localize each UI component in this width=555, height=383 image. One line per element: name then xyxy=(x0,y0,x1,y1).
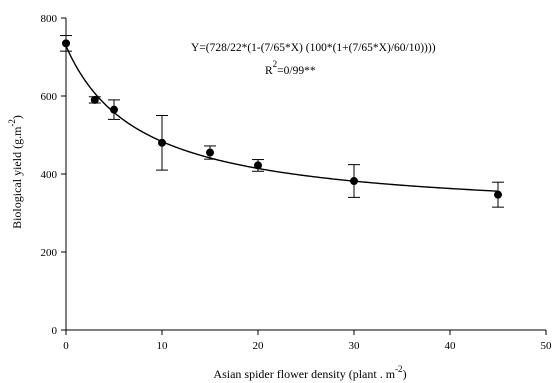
x-tick-label: 30 xyxy=(349,340,361,352)
y-tick-label: 600 xyxy=(41,91,58,103)
x-tick-label: 20 xyxy=(253,340,265,352)
x-tick-label: 40 xyxy=(445,340,457,352)
y-tick-label: 800 xyxy=(41,13,58,25)
y-axis-label-tail: ) xyxy=(10,115,24,119)
r-squared-symbol: R xyxy=(265,65,273,77)
x-tick-label: 50 xyxy=(541,340,553,352)
data-point xyxy=(62,39,70,48)
data-point xyxy=(494,190,502,199)
x-tick-label: 0 xyxy=(63,340,69,352)
data-point xyxy=(206,148,214,157)
data-point xyxy=(158,138,166,147)
data-point xyxy=(90,95,99,104)
y-axis-label-exponent: -2 xyxy=(7,119,17,127)
y-tick-label: 400 xyxy=(41,169,58,181)
x-axis-label-tail: ) xyxy=(403,367,407,381)
y-tick-label: 0 xyxy=(52,325,58,337)
y-tick-label: 200 xyxy=(41,247,58,259)
fit-curve xyxy=(65,45,499,192)
x-ticks: 0 10 20 30 40 50 xyxy=(63,330,552,352)
x-axis-label-text: Asian spider flower density (plant . m xyxy=(213,367,395,381)
equation-annotation: Y=(728/22*(1-(7/65*X) (100*(1+(7/65*X)/6… xyxy=(191,42,436,54)
x-tick-label: 10 xyxy=(157,340,169,352)
y-axis-label: Biological yield (g.m-2) xyxy=(7,115,24,229)
y-ticks: 0 200 400 600 800 xyxy=(41,13,66,337)
x-axis-label: Asian spider flower density (plant . m-2… xyxy=(213,364,406,381)
data-point xyxy=(254,161,262,170)
y-axis-label-text: Biological yield (g.m xyxy=(10,126,24,229)
data-point xyxy=(110,105,118,114)
data-point xyxy=(350,177,358,186)
data-points xyxy=(62,39,502,199)
r-squared-value: =0/99** xyxy=(277,65,316,77)
r-squared-exponent: 2 xyxy=(273,59,278,69)
r-squared-annotation: R2=0/99** xyxy=(265,59,316,77)
x-axis-label-exponent: -2 xyxy=(395,364,403,374)
